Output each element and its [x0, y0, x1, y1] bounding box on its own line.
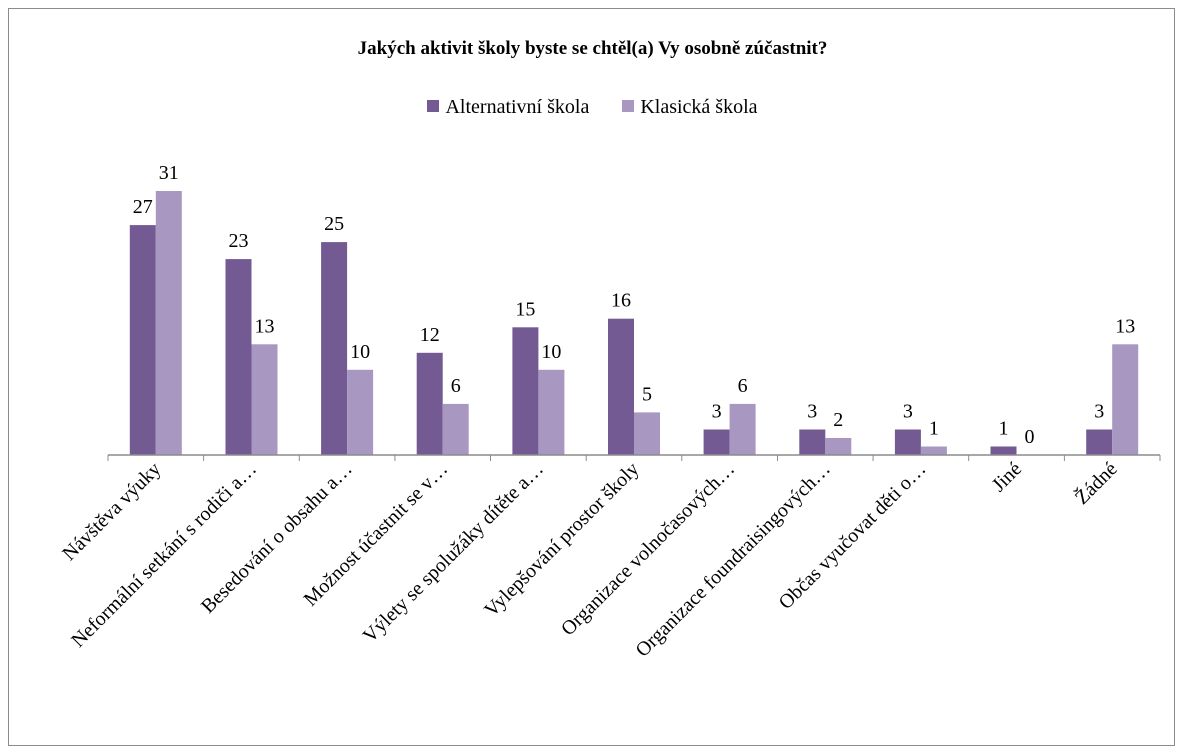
bar-klasicka-2 — [347, 369, 374, 455]
x-tick-label-0: Návštěva výuky — [58, 458, 165, 565]
data-label-alternativni-2: 25 — [324, 213, 344, 235]
data-label-alternativni-9: 1 — [999, 418, 1009, 440]
bar-klasicka-10 — [1112, 344, 1139, 455]
bar-klasicka-8 — [920, 446, 947, 455]
bar-alternativni-0 — [129, 225, 156, 455]
bar-alternativni-7 — [799, 429, 826, 455]
bar-klasicka-1 — [251, 344, 278, 455]
data-label-klasicka-5: 5 — [642, 383, 652, 405]
legend-swatch-klasicka — [622, 100, 635, 112]
data-label-klasicka-10: 13 — [1115, 315, 1135, 337]
data-label-alternativni-10: 3 — [1094, 401, 1104, 423]
bar-alternativni-2 — [321, 242, 348, 455]
x-tick-label-1: Neformální setkání s rodiči a… — [67, 458, 261, 652]
data-label-klasicka-0: 31 — [159, 162, 179, 184]
data-label-alternativni-6: 3 — [712, 401, 722, 423]
bar-alternativni-5 — [608, 318, 634, 455]
bar-klasicka-0 — [155, 191, 182, 455]
bar-klasicka-3 — [442, 403, 469, 455]
bar-alternativni-4 — [512, 327, 539, 455]
data-label-alternativni-3: 12 — [420, 324, 440, 346]
bar-klasicka-4 — [538, 369, 565, 455]
legend-item-klasicka: Klasická škola — [622, 96, 758, 119]
x-tick-label-9: Jiné — [988, 458, 1026, 496]
bar-alternativni-10 — [1086, 429, 1113, 455]
legend-label-alternativni: Alternativní škola — [445, 96, 590, 118]
bar-klasicka-5 — [634, 412, 660, 455]
x-tick-label-7: Organizace foundraisingových… — [631, 458, 834, 661]
x-tick-label-6: Organizace volnočasových… — [557, 458, 739, 640]
data-label-klasicka-2: 10 — [350, 341, 370, 363]
bar-alternativni-9 — [990, 446, 1017, 455]
legend-item-alternativni: Alternativní škola — [427, 96, 589, 119]
data-label-klasicka-4: 10 — [541, 341, 561, 363]
chart-legend: Alternativní škola Klasická škola — [0, 96, 1185, 119]
data-label-alternativni-4: 15 — [515, 298, 535, 320]
bar-klasicka-6 — [729, 403, 756, 455]
legend-label-klasicka: Klasická škola — [640, 96, 758, 118]
data-label-klasicka-3: 6 — [451, 375, 461, 397]
data-label-alternativni-0: 27 — [133, 196, 153, 218]
x-tick-label-10: Žádné — [1070, 457, 1122, 509]
data-label-alternativni-5: 16 — [611, 290, 631, 312]
bar-alternativni-1 — [225, 259, 252, 455]
data-label-klasicka-9: 0 — [1025, 426, 1035, 448]
data-label-klasicka-1: 13 — [255, 315, 275, 337]
x-tick-label-5: Vylepšování prostor školy — [480, 458, 643, 621]
chart-title: Jakých aktivit školy byste se chtěl(a) V… — [357, 38, 828, 59]
chart-frame — [8, 8, 1175, 746]
data-label-alternativni-1: 23 — [229, 230, 249, 252]
bar-alternativni-6 — [703, 429, 730, 455]
data-label-klasicka-6: 6 — [738, 375, 748, 397]
data-label-alternativni-8: 3 — [903, 401, 913, 423]
bar-alternativni-3 — [416, 352, 443, 455]
data-label-alternativni-7: 3 — [807, 401, 817, 423]
x-tick-label-4: Výlety se spolužáky dítěte a… — [359, 458, 548, 647]
data-label-klasicka-8: 1 — [929, 418, 939, 440]
legend-swatch-alternativni — [427, 100, 440, 112]
bar-klasicka-7 — [825, 438, 852, 455]
data-label-klasicka-7: 2 — [833, 409, 843, 431]
bar-alternativni-8 — [894, 429, 921, 455]
